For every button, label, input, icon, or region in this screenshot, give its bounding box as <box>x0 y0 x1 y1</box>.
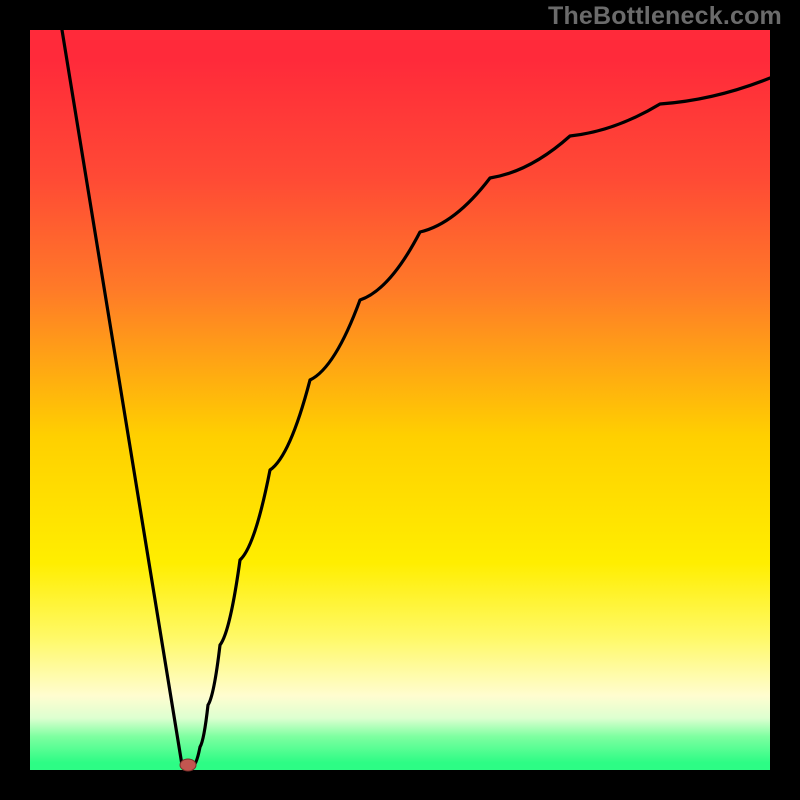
optimum-marker-layer <box>0 0 800 800</box>
chart-root: TheBottleneck.com <box>0 0 800 800</box>
optimum-marker <box>180 759 196 771</box>
